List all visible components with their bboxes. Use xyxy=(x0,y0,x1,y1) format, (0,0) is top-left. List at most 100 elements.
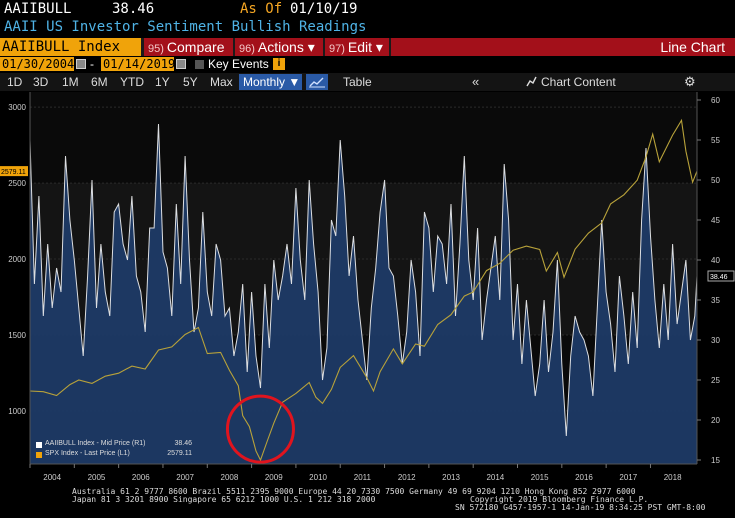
date-separator: - xyxy=(90,57,94,71)
compare-label: Compare xyxy=(166,39,225,55)
x-tick-label: 2018 xyxy=(664,473,682,482)
right-tick-label: 15 xyxy=(711,456,720,465)
table-button[interactable]: Table xyxy=(343,75,372,89)
line-chart[interactable]: 1000 1500 2000 2500 3000 15 20 25 30 35 40 45 50 55 60… xyxy=(0,92,735,487)
right-tick-label: 50 xyxy=(711,176,720,185)
footer-session: SN 572180 G457-1957-1 14-Jan-19 8:34:25 … xyxy=(455,503,706,512)
left-tick-label: 3000 xyxy=(8,103,26,112)
spx-series-line xyxy=(29,118,698,462)
right-tick-label: 45 xyxy=(711,216,720,225)
left-tick-label: 2000 xyxy=(8,255,26,264)
bull-current-label: 38.46 xyxy=(710,274,728,281)
spx-current-label: 2579.11 xyxy=(1,169,26,176)
left-tick-label: 1000 xyxy=(8,407,26,416)
left-tick-label: 2500 xyxy=(8,179,26,188)
legend-swatch-bull xyxy=(36,442,42,448)
spx-current-tag xyxy=(0,166,28,177)
bull-area xyxy=(30,124,697,464)
right-tick-label: 60 xyxy=(711,96,720,105)
annotation-circle xyxy=(225,394,295,464)
last-price: 38.46 xyxy=(112,1,155,17)
ticker-symbol: AAIIBULL xyxy=(4,1,72,17)
legend-label-bull: AAIIBULL Index - Mid Price (R1) xyxy=(45,440,146,447)
chart-type-title[interactable]: Line Chart xyxy=(391,38,735,56)
asof-date: 01/10/19 xyxy=(290,1,358,17)
bull-current-tag xyxy=(707,270,735,282)
range-3d[interactable]: 3D xyxy=(33,75,49,89)
range-5y[interactable]: 5Y xyxy=(183,75,198,89)
info-icon[interactable]: i xyxy=(273,58,285,70)
end-calendar-icon[interactable] xyxy=(176,59,186,69)
edit-button[interactable]: 97) Edit ▾ xyxy=(325,38,389,56)
chart-legend: AAIIBULL Index - Mid Price (R1) 38.46 SP… xyxy=(36,440,196,460)
right-tick-label: 25 xyxy=(711,376,720,385)
security-header: AAIIBULL 38.46 As Of 01/10/19 xyxy=(0,0,735,19)
footer-copyright: Copyright 2019 Bloomberg Finance L.P. xyxy=(470,495,649,504)
range-ytd[interactable]: YTD xyxy=(120,75,144,89)
legend-label-spx: SPX Index - Last Price (L1) xyxy=(45,450,130,457)
footer-contacts-1: Australia 61 2 9777 8600 Brazil 5511 239… xyxy=(72,487,636,496)
key-events-label: Key Events xyxy=(208,57,269,71)
x-tick-label: 2017 xyxy=(619,473,637,482)
x-tick-label: 2006 xyxy=(132,473,150,482)
compare-button[interactable]: 95) Compare xyxy=(144,38,233,56)
range-max[interactable]: Max xyxy=(210,75,233,89)
line-chart-icon[interactable] xyxy=(306,74,328,90)
x-tick-label: 2008 xyxy=(221,473,239,482)
chart-content-button[interactable]: Chart Content xyxy=(526,75,616,89)
range-6m[interactable]: 6M xyxy=(91,75,108,89)
right-tick-label: 30 xyxy=(711,336,720,345)
edit-label: Edit ▾ xyxy=(347,39,383,55)
bull-series-line xyxy=(29,123,698,437)
security-description: AAII US Investor Sentiment Bullish Readi… xyxy=(4,19,367,35)
start-calendar-icon[interactable] xyxy=(76,59,86,69)
edit-shortcut: 97) xyxy=(329,43,345,55)
legend-value-bull: 38.46 xyxy=(174,440,192,447)
range-1y[interactable]: 1Y xyxy=(155,75,170,89)
asof-label: As Of xyxy=(240,1,283,17)
x-tick-label: 2010 xyxy=(309,473,327,482)
x-tick-label: 2011 xyxy=(354,473,372,482)
start-date-input[interactable]: 01/30/2004 xyxy=(0,57,74,71)
left-tick-label: 1500 xyxy=(8,331,26,340)
right-tick-label: 35 xyxy=(711,296,720,305)
footer: Australia 61 2 9777 8600 Brazil 5511 239… xyxy=(0,486,735,518)
x-tick-label: 2016 xyxy=(575,473,593,482)
x-tick-label: 2015 xyxy=(531,473,549,482)
right-tick-label: 40 xyxy=(711,256,720,265)
legend-swatch-spx xyxy=(36,452,42,458)
range-1m[interactable]: 1M xyxy=(62,75,79,89)
legend-value-spx: 2579.11 xyxy=(167,450,192,457)
actions-button[interactable]: 96) Actions ▾ xyxy=(235,38,323,56)
end-date-value: 01/14/2019 xyxy=(103,57,176,71)
toolbar: AAIIBULL Index 95) Compare 96) Actions ▾ 9… xyxy=(0,38,735,56)
gear-icon[interactable]: ⚙ xyxy=(684,74,696,89)
x-tick-label: 2005 xyxy=(88,473,106,482)
x-tick-label: 2004 xyxy=(43,473,61,482)
x-tick-label: 2007 xyxy=(176,473,194,482)
x-tick-label: 2012 xyxy=(398,473,416,482)
key-events-checkbox[interactable] xyxy=(195,60,204,69)
actions-label: Actions ▾ xyxy=(257,39,315,55)
footer-contacts-2: Japan 81 3 3201 8900 Singapore 65 6212 1… xyxy=(72,495,376,504)
range-1d[interactable]: 1D xyxy=(7,75,23,89)
x-tick-label: 2009 xyxy=(265,473,283,482)
chart-area[interactable]: 1000 1500 2000 2500 3000 15 20 25 30 35 40 45 50 55 60… xyxy=(0,92,735,487)
right-tick-label: 20 xyxy=(711,416,720,425)
frequency-dropdown[interactable]: Monthly ▼ xyxy=(239,74,302,90)
security-input[interactable]: AAIIBULL Index xyxy=(0,38,141,56)
date-range-row: 01/30/2004 - 01/14/2019 Key Events i xyxy=(0,57,735,72)
legend-item-spx[interactable]: SPX Index - Last Price (L1) 2579.11 xyxy=(36,450,196,460)
actions-shortcut: 96) xyxy=(239,43,255,55)
x-tick-label: 2014 xyxy=(486,473,504,482)
x-tick-label: 2013 xyxy=(442,473,460,482)
range-selector-row: 1D 3D 1M 6M YTD 1Y 5Y Max Monthly ▼ Tabl… xyxy=(0,73,735,91)
collapse-panel-icon[interactable]: « xyxy=(472,74,480,89)
end-date-input[interactable]: 01/14/2019 xyxy=(101,57,176,71)
right-tick-label: 55 xyxy=(711,136,720,145)
legend-item-bull[interactable]: AAIIBULL Index - Mid Price (R1) 38.46 xyxy=(36,440,196,450)
chart-content-label: Chart Content xyxy=(541,75,616,89)
start-date-value: 01/30/2004 xyxy=(2,57,75,71)
compare-shortcut: 95) xyxy=(148,43,164,55)
chart-content-icon xyxy=(526,76,537,87)
